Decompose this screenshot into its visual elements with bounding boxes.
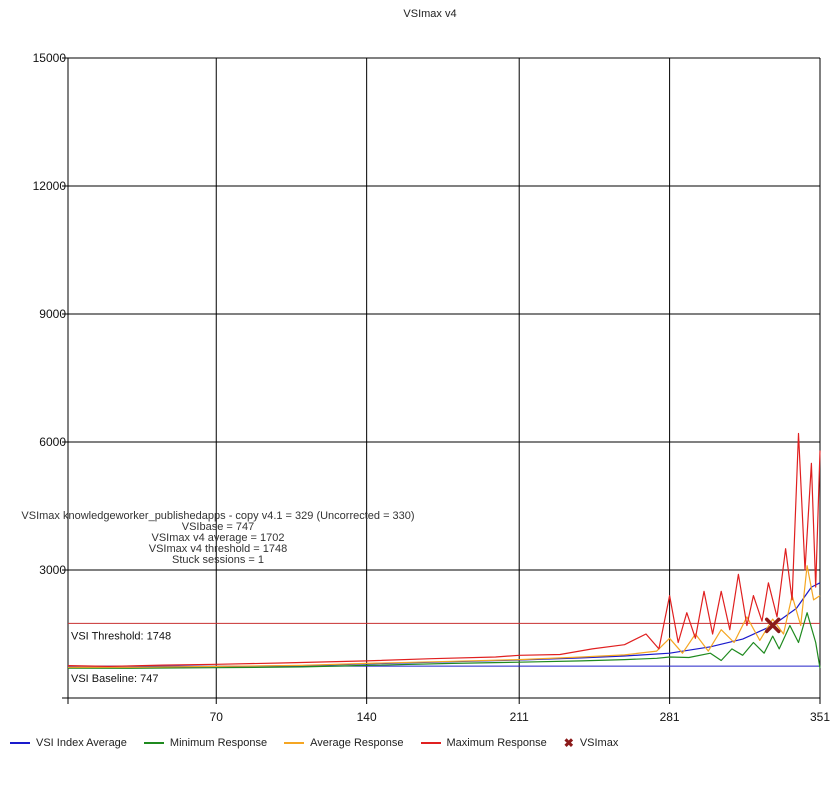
vsimax-marker-layer bbox=[764, 617, 781, 634]
series-lines bbox=[67, 432, 821, 669]
legend-item: Minimum Response bbox=[143, 737, 268, 749]
legend-label: Maximum Response bbox=[446, 737, 547, 749]
chart-legend: VSI Index Average Minimum Response Average… bbox=[10, 735, 635, 751]
reference-line-label: VSI Baseline: 747 bbox=[71, 673, 158, 685]
annotation-line: VSIbase = 747 bbox=[182, 521, 254, 533]
grid bbox=[62, 57, 821, 704]
series-line-average-response bbox=[68, 565, 821, 668]
annotation-line: VSImax v4 average = 1702 bbox=[152, 532, 285, 544]
legend-label: VSI Index Average bbox=[36, 737, 127, 749]
legend-label: VSImax bbox=[579, 737, 619, 749]
legend-item: ✖ VSImax bbox=[564, 737, 619, 749]
legend-line-swatch bbox=[143, 742, 164, 744]
y-tick-label: 12000 bbox=[33, 179, 67, 193]
legend-label: Minimum Response bbox=[169, 737, 268, 749]
legend-line-swatch bbox=[284, 742, 305, 744]
y-tick-label: 15000 bbox=[33, 51, 67, 65]
annotation-line: VSImax knowledgeworker_publishedapps - c… bbox=[21, 510, 414, 522]
series-line-minimum-response bbox=[67, 612, 821, 669]
x-tick-label: 70 bbox=[210, 710, 224, 724]
series-line-maximum-response bbox=[67, 432, 821, 668]
x-tick-label: 140 bbox=[357, 710, 377, 724]
axes: 3000 6000 9000 12000 15000 70 140 211 281 351 bbox=[33, 51, 830, 724]
reference-lines: VSI Threshold: 1748 VSI Baseline: 747 bbox=[68, 622, 820, 685]
annotation-line: VSImax v4 threshold = 1748 bbox=[149, 543, 288, 555]
reference-line-label: VSI Threshold: 1748 bbox=[71, 630, 171, 642]
legend-line-swatch bbox=[10, 742, 30, 744]
legend-label: Average Response bbox=[310, 737, 404, 749]
y-tick-label: 6000 bbox=[39, 435, 66, 449]
legend-line-swatch bbox=[420, 742, 441, 744]
y-tick-label: 3000 bbox=[39, 563, 66, 577]
annotation-line: Stuck sessions = 1 bbox=[172, 554, 264, 566]
legend-item: VSI Index Average bbox=[10, 737, 127, 749]
legend-item: Average Response bbox=[284, 737, 404, 749]
legend-item: Maximum Response bbox=[420, 737, 547, 749]
annotation-block: VSImax knowledgeworker_publishedapps - c… bbox=[21, 510, 414, 566]
series-line-vsi-index-average bbox=[68, 582, 821, 668]
y-tick-label: 9000 bbox=[39, 307, 66, 321]
x-tick-label: 281 bbox=[660, 710, 680, 724]
vsimax-marker bbox=[764, 617, 781, 634]
x-tick-label: 211 bbox=[510, 710, 529, 724]
x-tick-label: 351 bbox=[810, 710, 830, 724]
legend-x-marker-icon: ✖ bbox=[563, 736, 574, 750]
chart-title: VSImax v4 bbox=[403, 8, 456, 20]
